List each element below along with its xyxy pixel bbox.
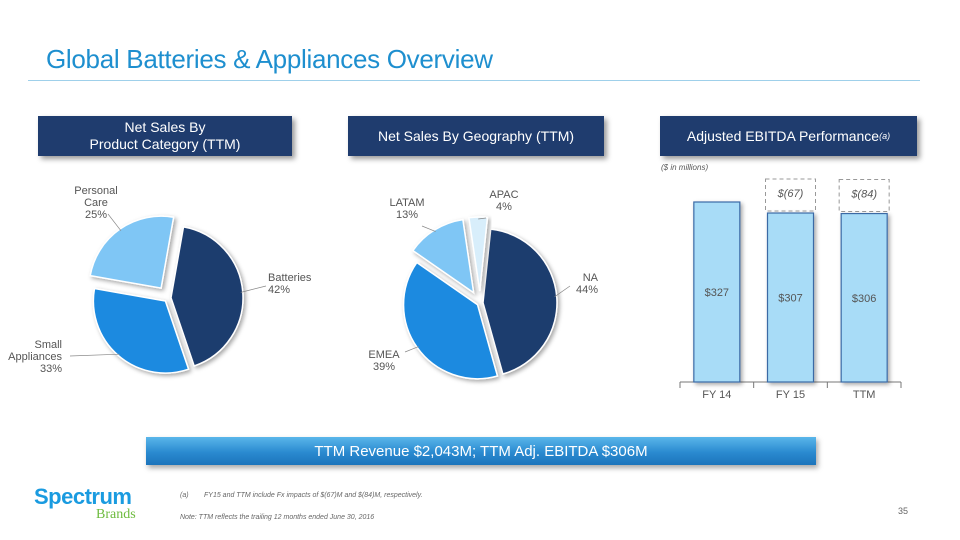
pie-label-batteries-value: 42% <box>268 284 290 296</box>
pie-slice-latam <box>411 218 475 295</box>
bar-value-label-fy-14: $327 <box>705 287 729 299</box>
leader-line-latam <box>421 225 436 232</box>
pie-slice-emea <box>402 261 499 380</box>
fx-impact-label-fy-15: $(67) <box>777 188 804 200</box>
pie-slice-batteries <box>170 225 244 367</box>
fx-impact-box-ttm <box>838 179 890 213</box>
pie-slice-apac <box>468 216 489 292</box>
leader-line-na <box>554 285 571 297</box>
leader-line-emea <box>404 346 420 353</box>
fx-impact-box-fy-15 <box>765 178 816 212</box>
pie-label-emea: EMEA <box>368 349 400 361</box>
leader-line-personal-care <box>107 213 122 232</box>
logo-word-spectrum: Spectrum <box>34 484 132 509</box>
ebitda-bar-chart: $327 FY 14 $307 FY 15 $(67) $306 TTM $(84) <box>679 178 902 401</box>
pie-label-latam-value: 13% <box>396 209 418 221</box>
leader-line-batteries <box>240 285 267 293</box>
leader-line-small-appliances <box>69 353 120 357</box>
ebitda-header: Adjusted EBITDA Performance (a) <box>660 116 917 156</box>
bar-fy-15 <box>766 212 815 383</box>
pie-slice-na <box>482 228 558 375</box>
x-tick-label-fy-14: FY 14 <box>702 389 731 401</box>
units-note: ($ in millions) <box>661 163 709 172</box>
pie-label-na: NA <box>583 272 599 284</box>
footnote-a-mark: (a) <box>180 492 189 499</box>
pie-label-personal-care: Care <box>84 197 108 209</box>
product-category-header: Net Sales By Product Category (TTM) <box>38 116 292 156</box>
ebitda-header-footnote-mark: (a) <box>879 130 891 141</box>
pie-label-small-appliances: Small <box>34 339 62 351</box>
x-tick-label-fy-15: FY 15 <box>776 389 805 401</box>
pie-slice-personal-care <box>89 215 175 290</box>
title-divider <box>28 80 920 81</box>
pie-label-small-appliances: Appliances <box>8 351 62 363</box>
pie-slice-small-appliances <box>92 287 190 374</box>
pie-label-na-value: 44% <box>576 284 598 296</box>
pie-label-personal-care-value: 25% <box>85 209 107 221</box>
bar-ttm <box>840 212 888 383</box>
ebitda-header-text: Adjusted EBITDA Performance <box>686 127 880 144</box>
x-tick-label-ttm: TTM <box>853 389 876 401</box>
pie-label-apac-value: 4% <box>496 201 512 213</box>
page-title: Global Batteries & Appliances Overview <box>46 44 493 74</box>
pie-label-emea-value: 39% <box>373 361 395 373</box>
fx-impact-label-ttm: $(84) <box>850 189 877 201</box>
footnote-note: Note: TTM reflects the trailing 12 month… <box>180 514 375 521</box>
bar-fy-14 <box>693 201 741 383</box>
pie-label-apac: APAC <box>489 189 518 201</box>
footnote-a-text: FY15 and TTM include Fx impacts of $(67)… <box>204 492 423 499</box>
page-number: 35 <box>898 506 909 516</box>
footnote-a: (a) FY15 and TTM include Fx impacts of $(… <box>180 492 423 499</box>
logo-word-brands: Brands <box>96 507 136 522</box>
pie-label-personal-care: Personal <box>74 185 117 197</box>
bar-value-label-fy-15: $307 <box>778 293 802 305</box>
geography-header: Net Sales By Geography (TTM) <box>348 116 604 156</box>
pie-label-latam: LATAM <box>389 197 424 209</box>
pie-label-batteries: Batteries <box>268 272 312 284</box>
spectrum-brands-logo: Spectrum Brands <box>34 486 164 526</box>
bar-value-label-ttm: $306 <box>852 293 876 305</box>
leader-line-apac <box>478 217 487 220</box>
pie-label-small-appliances-value: 33% <box>40 363 62 375</box>
summary-banner: TTM Revenue $2,043M; TTM Adj. EBITDA $30… <box>146 437 816 465</box>
